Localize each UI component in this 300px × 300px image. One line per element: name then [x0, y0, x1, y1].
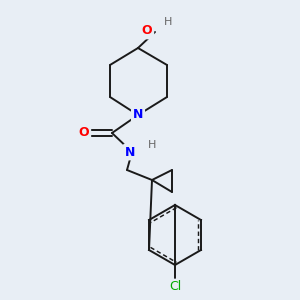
Text: H: H: [148, 140, 156, 150]
Text: H: H: [164, 17, 172, 27]
Text: N: N: [125, 146, 135, 158]
Text: Cl: Cl: [169, 280, 181, 293]
Text: O: O: [142, 25, 152, 38]
Text: N: N: [133, 109, 143, 122]
Text: O: O: [79, 127, 89, 140]
